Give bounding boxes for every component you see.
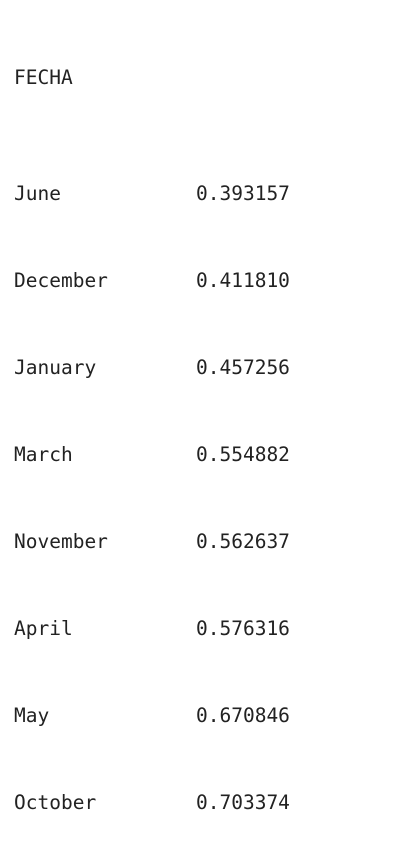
series-row: January 0.457256: [14, 353, 343, 382]
row-label: June: [14, 182, 61, 205]
row-value: 0.562637: [196, 530, 290, 553]
series-row: November 0.562637: [14, 527, 343, 556]
row-value: 0.703374: [196, 791, 290, 814]
series-row: December 0.411810: [14, 266, 343, 295]
row-label: January: [14, 356, 97, 379]
row-label: May: [14, 704, 50, 727]
series-row: June 0.393157: [14, 179, 343, 208]
row-label: December: [14, 269, 108, 292]
series-row: March 0.554882: [14, 440, 343, 469]
series-row: October 0.703374: [14, 788, 343, 817]
row-label: October: [14, 791, 97, 814]
row-value: 0.576316: [196, 617, 290, 640]
series-row: April 0.576316: [14, 614, 343, 643]
row-label: November: [14, 530, 108, 553]
series-output: FECHA June 0.393157 December 0.411810 Ja…: [14, 5, 343, 842]
index-name-label: FECHA: [14, 66, 73, 89]
row-value: 0.411810: [196, 269, 290, 292]
row-label: April: [14, 617, 73, 640]
row-value: 0.670846: [196, 704, 290, 727]
index-name: FECHA: [14, 63, 343, 92]
row-value: 0.393157: [196, 182, 290, 205]
series-row: May 0.670846: [14, 701, 343, 730]
row-value: 0.554882: [196, 443, 290, 466]
row-value: 0.457256: [196, 356, 290, 379]
row-label: March: [14, 443, 73, 466]
